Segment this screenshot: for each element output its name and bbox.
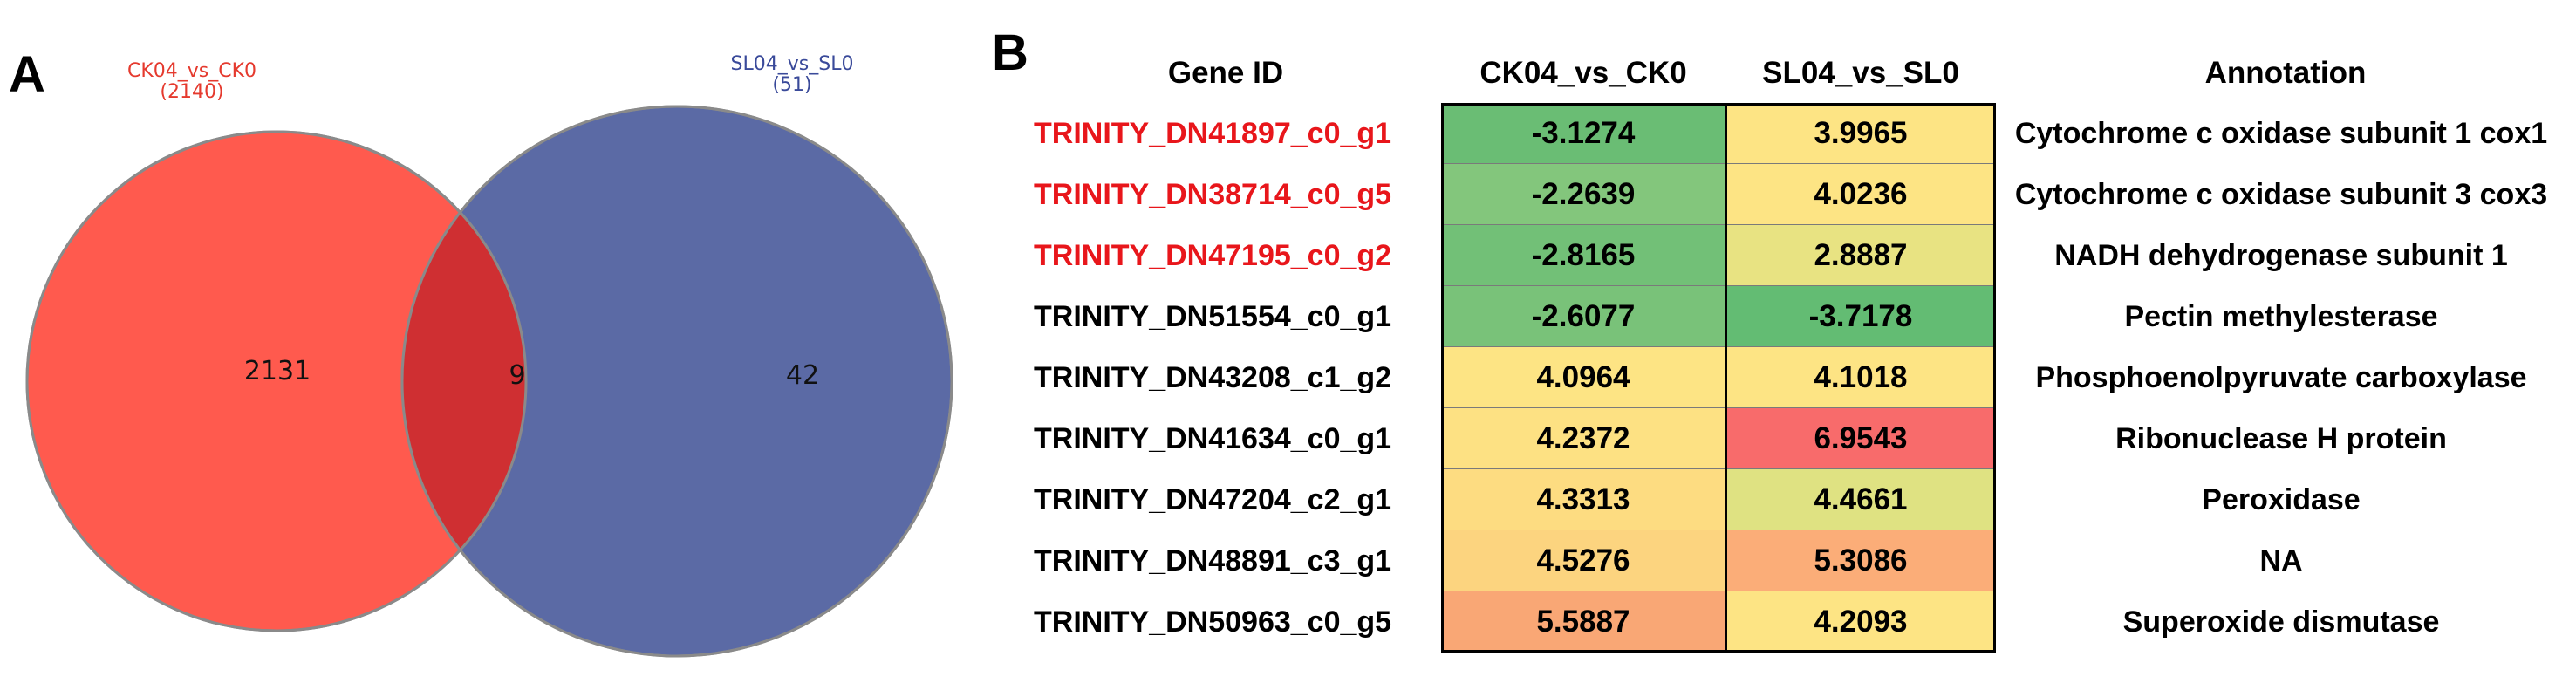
sl-value-cell: 4.4661	[1725, 469, 1996, 530]
annotation-cell: Cytochrome c oxidase subunit 1 cox1	[2014, 117, 2548, 150]
annotation-cell: Peroxidase	[2202, 483, 2361, 516]
ck-value-cell: -3.1274	[1441, 103, 1725, 164]
sl-value-cell: 3.9965	[1725, 103, 1996, 164]
ck-value-cell: 4.5276	[1441, 530, 1725, 591]
venn-set-ck-label: CK04_vs_CK0 (2140)	[79, 61, 305, 103]
sl-value-cell: 5.3086	[1725, 530, 1996, 591]
venn-set-ck-name: CK04_vs_CK0	[126, 60, 257, 82]
annotation-cell: NA	[2259, 544, 2303, 577]
gene-id-cell: TRINITY_DN47195_c0_g2	[1034, 239, 1392, 272]
annotation-cell: Ribonuclease H protein	[2115, 422, 2447, 455]
header-ck: CK04_vs_CK0	[1479, 56, 1687, 90]
header-gene-id: Gene ID	[1167, 56, 1284, 90]
ck-value-cell: 4.0964	[1441, 347, 1725, 408]
sl-value-cell: 4.0236	[1725, 164, 1996, 225]
gene-id-cell: TRINITY_DN41634_c0_g1	[1034, 422, 1392, 455]
sl-value-cell: 6.9543	[1725, 408, 1996, 469]
panel-a-letter: A	[9, 46, 45, 103]
gene-id-cell: TRINITY_DN47204_c2_g1	[1034, 483, 1392, 516]
venn-right-only-count: 42	[785, 360, 820, 391]
venn-set-ck-total: (2140)	[160, 81, 224, 103]
panel-b-letter: B	[992, 24, 1028, 81]
ck-value-cell: -2.2639	[1441, 164, 1725, 225]
annotation-cell: NADH dehydrogenase subunit 1	[2054, 239, 2508, 272]
table-divider	[1725, 103, 1727, 653]
annotation-cell: Cytochrome c oxidase subunit 3 cox3	[2014, 178, 2548, 211]
annotation-cell: Phosphoenolpyruvate carboxylase	[2035, 361, 2527, 394]
gene-id-cell: TRINITY_DN50963_c0_g5	[1034, 605, 1392, 639]
sl-value-cell: 4.2093	[1725, 591, 1996, 653]
gene-id-cell: TRINITY_DN51554_c0_g1	[1034, 300, 1392, 333]
annotation-cell: Pectin methylesterase	[2124, 300, 2438, 333]
venn-set-sl-label: SL04_vs_SL0 (51)	[679, 54, 905, 96]
venn-set-sl-name: SL04_vs_SL0	[730, 53, 854, 75]
header-annotation: Annotation	[2204, 56, 2367, 90]
venn-set-sl-total: (51)	[772, 74, 812, 96]
gene-id-cell: TRINITY_DN38714_c0_g5	[1034, 178, 1392, 211]
gene-id-cell: TRINITY_DN43208_c1_g2	[1034, 361, 1392, 394]
venn-diagram	[25, 105, 953, 658]
ck-value-cell: 4.2372	[1441, 408, 1725, 469]
ck-value-cell: 5.5887	[1441, 591, 1725, 653]
venn-left-only-count: 2131	[243, 356, 311, 386]
sl-value-cell: -3.7178	[1725, 286, 1996, 347]
annotation-cell: Superoxide dismutase	[2122, 605, 2440, 639]
header-sl: SL04_vs_SL0	[1762, 56, 1959, 90]
gene-id-cell: TRINITY_DN41897_c0_g1	[1034, 117, 1392, 150]
sl-value-cell: 4.1018	[1725, 347, 1996, 408]
sl-value-cell: 2.8887	[1725, 225, 1996, 286]
venn-intersection-count: 9	[509, 360, 526, 391]
ck-value-cell: -2.8165	[1441, 225, 1725, 286]
gene-id-cell: TRINITY_DN48891_c3_g1	[1034, 544, 1392, 577]
ck-value-cell: 4.3313	[1441, 469, 1725, 530]
ck-value-cell: -2.6077	[1441, 286, 1725, 347]
